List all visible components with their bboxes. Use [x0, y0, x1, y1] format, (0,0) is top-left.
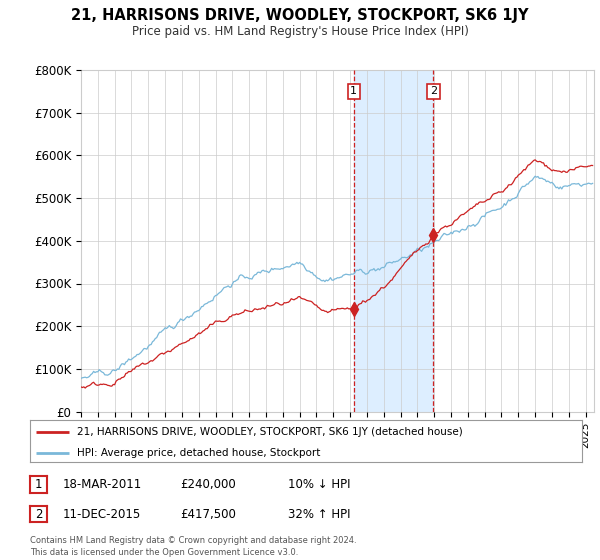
Text: £240,000: £240,000	[180, 478, 236, 491]
Text: £417,500: £417,500	[180, 507, 236, 521]
Text: 21, HARRISONS DRIVE, WOODLEY, STOCKPORT, SK6 1JY: 21, HARRISONS DRIVE, WOODLEY, STOCKPORT,…	[71, 8, 529, 24]
Text: 11-DEC-2015: 11-DEC-2015	[63, 507, 141, 521]
Text: 21, HARRISONS DRIVE, WOODLEY, STOCKPORT, SK6 1JY (detached house): 21, HARRISONS DRIVE, WOODLEY, STOCKPORT,…	[77, 427, 463, 437]
Text: 2: 2	[35, 507, 42, 521]
Text: Contains HM Land Registry data © Crown copyright and database right 2024.
This d: Contains HM Land Registry data © Crown c…	[30, 536, 356, 557]
Bar	[354, 70, 433, 412]
Text: 2: 2	[430, 86, 437, 96]
Text: 18-MAR-2011: 18-MAR-2011	[63, 478, 142, 491]
Text: Price paid vs. HM Land Registry's House Price Index (HPI): Price paid vs. HM Land Registry's House …	[131, 25, 469, 38]
Text: 32% ↑ HPI: 32% ↑ HPI	[288, 507, 350, 521]
Text: 1: 1	[35, 478, 42, 491]
Text: 10% ↓ HPI: 10% ↓ HPI	[288, 478, 350, 491]
Text: 1: 1	[350, 86, 358, 96]
Text: HPI: Average price, detached house, Stockport: HPI: Average price, detached house, Stoc…	[77, 448, 320, 458]
